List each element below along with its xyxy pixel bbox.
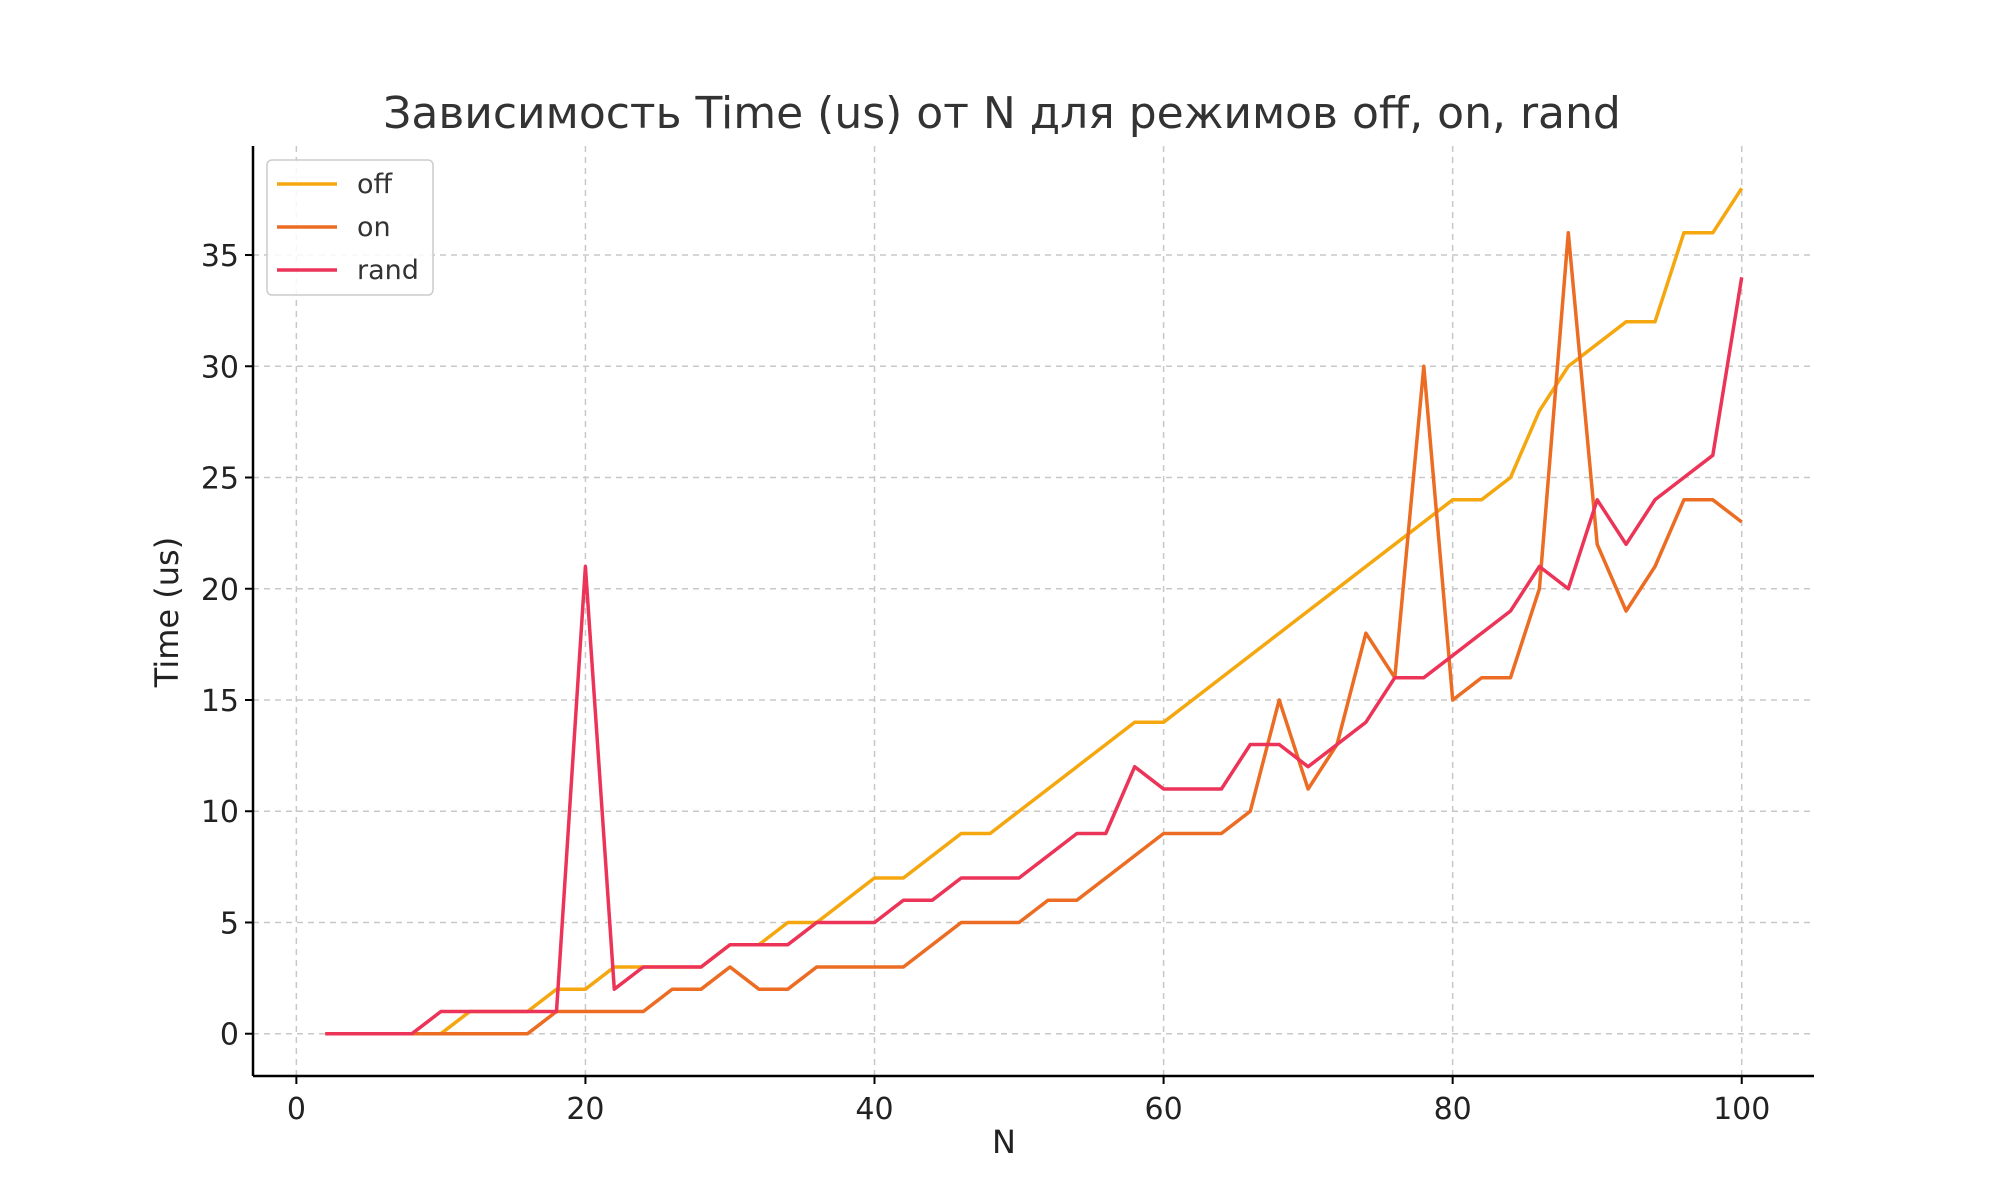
- x-axis-label: N: [992, 1123, 1016, 1161]
- y-tick-label: 5: [220, 906, 239, 941]
- legend-box: [266, 159, 434, 296]
- axes: [251, 146, 1814, 1078]
- series-line-off: [325, 187, 1744, 1036]
- y-tick-label: 25: [201, 462, 239, 497]
- legend-label-on: on: [357, 212, 391, 243]
- x-tick-label: 0: [287, 1092, 306, 1127]
- y-tick-label: 20: [201, 573, 239, 608]
- y-axis-label: Time (us): [148, 537, 186, 688]
- y-tick-label: 35: [201, 239, 239, 274]
- chart-title: Зависимость Time (us) от N для режимов o…: [383, 88, 1621, 139]
- series-line-rand: [325, 277, 1744, 1036]
- y-tick-label: 0: [220, 1018, 239, 1053]
- y-tick-label: 10: [201, 795, 239, 830]
- grid: [253, 146, 1814, 1076]
- x-tick-label: 40: [855, 1092, 893, 1127]
- legend-label-off: off: [357, 169, 394, 200]
- y-tick-label: 30: [201, 350, 239, 385]
- legend-label-rand: rand: [357, 255, 419, 286]
- x-tick-label: 60: [1144, 1092, 1182, 1127]
- series-lines: [325, 187, 1744, 1036]
- series-line-on: [325, 231, 1743, 1036]
- tick-labels: 0 20 40 60 80 100 0 5 10 15 20 25 30 35: [201, 239, 1771, 1127]
- x-tick-label: 80: [1434, 1092, 1472, 1127]
- y-tick-label: 15: [201, 684, 239, 719]
- legend: off on rand: [266, 159, 434, 296]
- x-tick-label: 100: [1713, 1092, 1770, 1127]
- x-tick-label: 20: [566, 1092, 604, 1127]
